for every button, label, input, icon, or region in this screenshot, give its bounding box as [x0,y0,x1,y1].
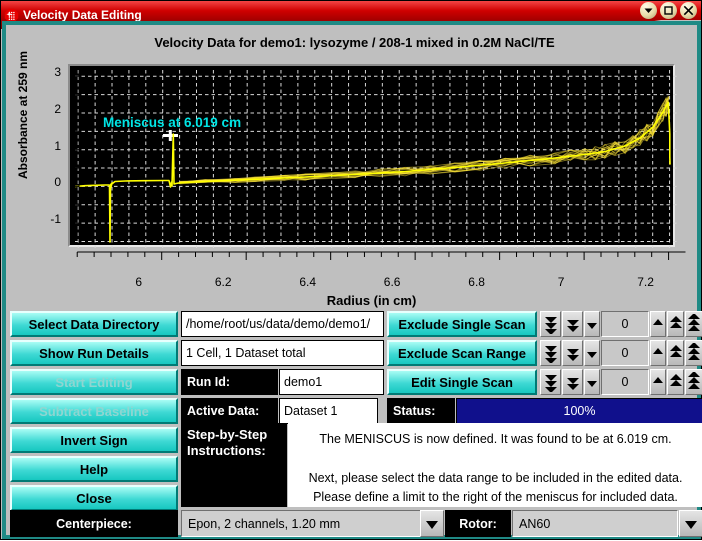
svg-text:Meniscus at 6.019 cm: Meniscus at 6.019 cm [103,115,241,130]
